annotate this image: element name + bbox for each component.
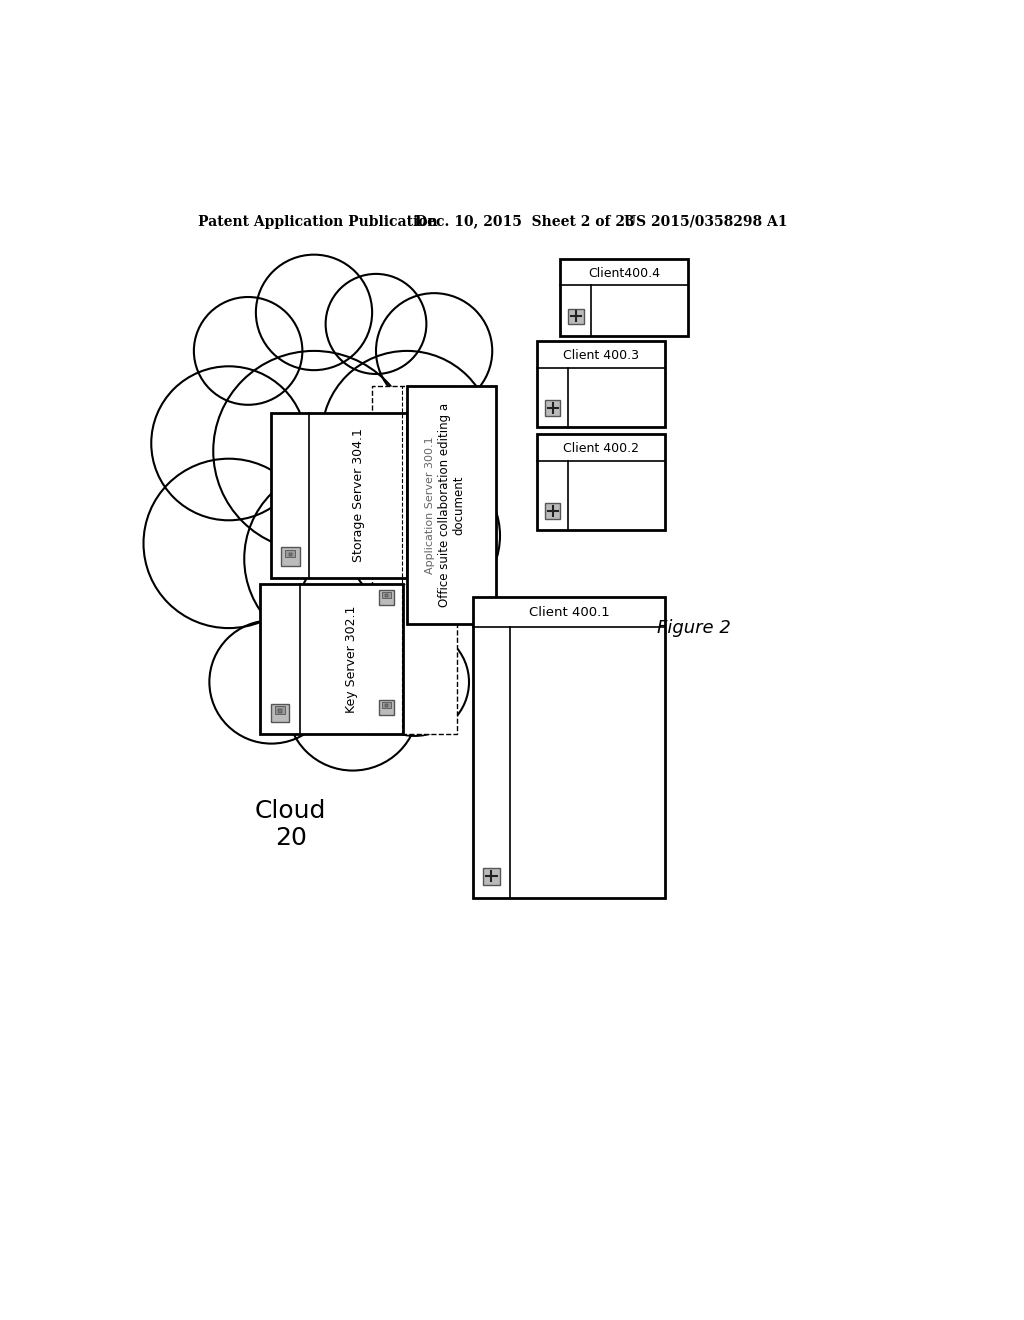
Circle shape (245, 466, 430, 651)
Bar (281, 548, 300, 566)
Bar (538, 434, 665, 531)
Text: Client 400.1: Client 400.1 (528, 606, 609, 619)
Circle shape (326, 275, 426, 374)
Bar (382, 591, 391, 598)
Text: Office suite collaboration editing a
document: Office suite collaboration editing a doc… (437, 403, 466, 607)
Circle shape (287, 640, 419, 771)
Text: Client 400.3: Client 400.3 (563, 348, 639, 362)
Text: Application Server 300.1: Application Server 300.1 (425, 436, 434, 574)
Bar (538, 341, 665, 428)
Bar (407, 385, 496, 624)
Bar (274, 706, 285, 714)
Text: Cloud
20: Cloud 20 (255, 799, 327, 850)
Text: Figure 2: Figure 2 (656, 619, 731, 638)
Circle shape (209, 620, 334, 743)
Text: US 2015/0358298 A1: US 2015/0358298 A1 (624, 215, 787, 228)
Bar (483, 867, 500, 884)
Bar (270, 704, 289, 722)
Text: Dec. 10, 2015  Sheet 2 of 23: Dec. 10, 2015 Sheet 2 of 23 (415, 215, 635, 228)
Bar (385, 594, 388, 597)
Bar (473, 597, 665, 898)
Circle shape (152, 367, 306, 520)
Circle shape (194, 297, 302, 405)
Bar (271, 413, 407, 578)
Bar (372, 585, 458, 734)
Text: Client 400.2: Client 400.2 (563, 442, 639, 455)
Bar (545, 503, 560, 519)
Circle shape (345, 459, 500, 612)
Circle shape (376, 293, 493, 409)
Bar (382, 702, 391, 708)
Text: Client400.4: Client400.4 (589, 267, 660, 280)
Circle shape (322, 351, 493, 520)
Circle shape (360, 628, 469, 737)
Text: Patent Application Publication: Patent Application Publication (198, 215, 437, 228)
Bar (560, 259, 688, 335)
Bar (379, 590, 394, 605)
Bar (260, 585, 403, 734)
Text: Storage Server 304.1: Storage Server 304.1 (351, 428, 365, 562)
Text: Key Server 302.1: Key Server 302.1 (345, 606, 358, 713)
Bar (568, 309, 584, 323)
Bar (372, 385, 458, 624)
Bar (379, 700, 394, 715)
Circle shape (213, 351, 415, 552)
Circle shape (143, 458, 314, 628)
Bar (385, 704, 388, 708)
Bar (278, 709, 282, 713)
Bar (289, 553, 292, 556)
Bar (545, 400, 560, 416)
Bar (286, 550, 296, 557)
Circle shape (256, 255, 372, 370)
